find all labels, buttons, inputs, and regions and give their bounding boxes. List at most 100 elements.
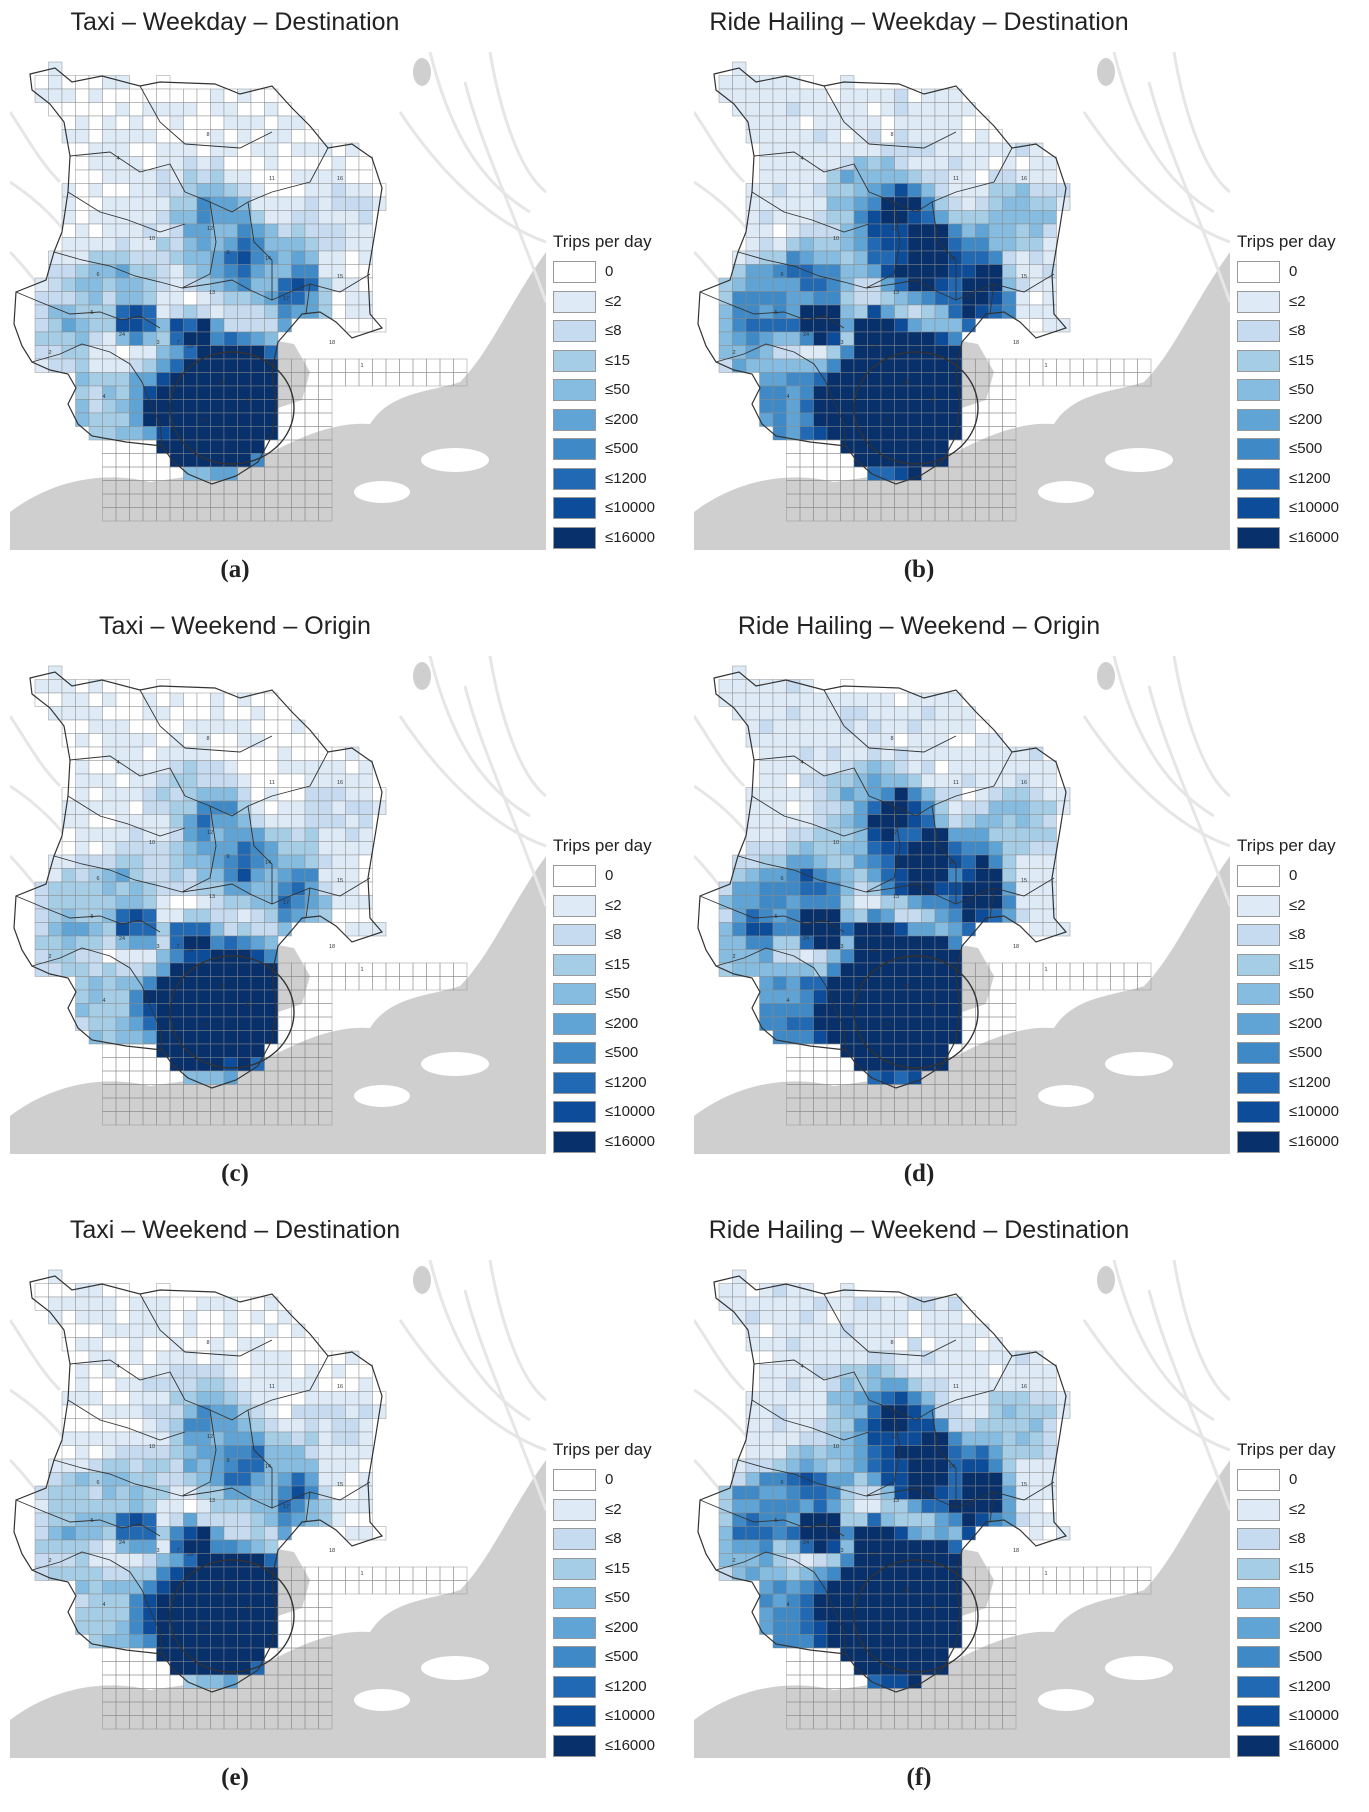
grid-cell [372,1391,387,1406]
grid-cell [210,706,225,721]
grid-cell [250,733,265,748]
grid-cell [196,841,211,856]
grid-cell [75,169,90,184]
grid-cell [142,1620,157,1635]
grid-cell [786,399,801,414]
grid-cell [358,196,373,211]
grid-cell [880,935,895,950]
grid-cell [961,1377,976,1392]
grid-cell [345,827,360,842]
grid-cell [88,1391,103,1406]
grid-cell [799,841,814,856]
grid-cell [1123,1566,1138,1581]
grid-cell [813,183,828,198]
grid-cell [102,129,117,144]
grid-cell [183,1391,198,1406]
grid-cell [237,304,252,319]
grid-cell [318,385,333,400]
grid-cell [304,1377,319,1392]
grid-cell [102,895,117,910]
grid-cell [853,895,868,910]
grid-cell [853,223,868,238]
grid-cell [867,1323,882,1338]
grid-cell [759,412,774,427]
grid-cell [142,1418,157,1433]
grid-cell [115,746,130,761]
grid-cell [169,237,184,252]
grid-cell [223,412,238,427]
grid-cell [156,1526,171,1541]
island-area [1038,1689,1094,1711]
legend-swatch [1237,438,1280,460]
grid-cell [1002,385,1017,400]
legend-label: ≤1200 [605,1677,647,1695]
grid-cell [894,1445,909,1460]
grid-cell [934,183,949,198]
grid-cell [1042,156,1057,171]
grid-cell [880,426,895,441]
grid-cell [142,291,157,306]
grid-cell [129,331,144,346]
district-boundary [931,1409,957,1508]
grid-cell [975,1485,990,1500]
district-number: 24 [803,1540,809,1546]
grid-cell [867,196,882,211]
grid-cell [880,264,895,279]
grid-cell [948,814,963,829]
grid-cell [907,1296,922,1311]
legend-item: 0 [1237,862,1362,892]
grid-cell [853,1566,868,1581]
grid-cell [223,439,238,454]
grid-cell [115,692,130,707]
district-number: 2 [48,350,51,356]
grid-cell [48,935,63,950]
district-number: 1 [360,967,363,973]
grid-cell [826,989,841,1004]
grid-cell [210,466,225,481]
grid-cell [1042,800,1057,815]
legend-swatch [1237,1587,1280,1609]
grid-cell [894,412,909,427]
grid-cell [291,1404,306,1419]
grid-cell [196,331,211,346]
grid-cell [948,1472,963,1487]
legend-label: ≤2 [1289,1500,1306,1518]
district-number: 1 [1044,1571,1047,1577]
grid-cell [988,1593,1003,1608]
grid-cell [934,264,949,279]
grid-cell [961,304,976,319]
district-number: 2 [732,954,735,960]
legend-item: ≤1200 [553,1069,678,1099]
grid-cell [75,827,90,842]
grid-cell [210,196,225,211]
grid-cell [129,1499,144,1514]
grid-cell [907,426,922,441]
grid-cell [867,183,882,198]
grid-cell [75,962,90,977]
grid-cell [345,787,360,802]
grid-cell [880,156,895,171]
grid-cell [1029,1391,1044,1406]
grid-cell [907,827,922,842]
grid-cell [277,142,292,157]
grid-cell [759,1364,774,1379]
grid-cell [142,331,157,346]
grid-cell [1110,372,1125,387]
grid-cell [934,237,949,252]
grid-cell [772,746,787,761]
grid-cell [291,1485,306,1500]
grid-cell [907,1472,922,1487]
grid-cell [826,196,841,211]
grid-cell [759,827,774,842]
grid-cell [75,1323,90,1338]
grid-cell [759,733,774,748]
grid-cell [759,75,774,90]
grid-cell [975,814,990,829]
grid-cell [169,264,184,279]
grid-cell [961,142,976,157]
grid-cell [988,1016,1003,1031]
grid-cell [210,1337,225,1352]
grid-cell [853,1445,868,1460]
grid-cell [237,1472,252,1487]
legend-item: ≤8 [553,1525,678,1555]
